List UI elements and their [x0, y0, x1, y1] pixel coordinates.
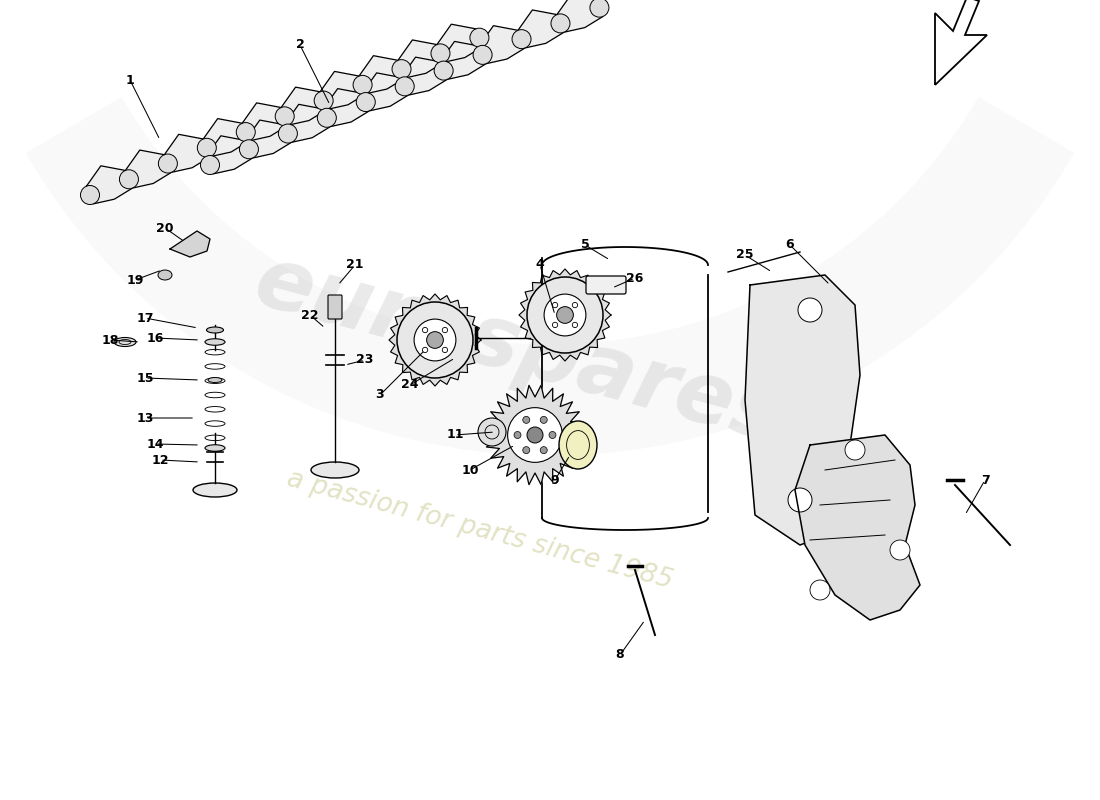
- Text: 3: 3: [376, 389, 384, 402]
- Text: 23: 23: [356, 354, 374, 366]
- Text: 15: 15: [136, 371, 154, 385]
- Circle shape: [552, 302, 558, 308]
- Circle shape: [845, 440, 865, 460]
- Ellipse shape: [559, 421, 597, 469]
- Polygon shape: [170, 231, 210, 257]
- Text: 6: 6: [785, 238, 794, 251]
- Ellipse shape: [205, 445, 225, 451]
- Text: 11: 11: [447, 429, 464, 442]
- Circle shape: [434, 61, 453, 80]
- Text: 17: 17: [136, 311, 154, 325]
- Circle shape: [397, 302, 473, 378]
- Text: 14: 14: [146, 438, 164, 450]
- Text: 22: 22: [301, 309, 319, 322]
- Circle shape: [197, 138, 217, 158]
- Circle shape: [540, 416, 547, 423]
- Circle shape: [200, 155, 220, 174]
- Circle shape: [544, 294, 586, 336]
- Circle shape: [514, 431, 521, 438]
- Text: 19: 19: [126, 274, 144, 286]
- Circle shape: [392, 60, 411, 78]
- Circle shape: [395, 77, 415, 96]
- FancyBboxPatch shape: [328, 295, 342, 319]
- Circle shape: [422, 327, 428, 333]
- Text: eurospares: eurospares: [246, 239, 794, 461]
- Circle shape: [522, 416, 530, 423]
- Text: 9: 9: [551, 474, 559, 486]
- Circle shape: [552, 322, 558, 328]
- Text: 2: 2: [296, 38, 305, 51]
- Ellipse shape: [158, 270, 172, 280]
- Text: 4: 4: [536, 258, 544, 271]
- Circle shape: [236, 122, 255, 142]
- Circle shape: [527, 427, 543, 443]
- Circle shape: [422, 347, 428, 353]
- FancyBboxPatch shape: [586, 276, 626, 294]
- Text: 12: 12: [152, 454, 168, 466]
- Polygon shape: [87, 24, 483, 204]
- Text: 8: 8: [616, 649, 625, 662]
- Circle shape: [315, 91, 333, 110]
- Ellipse shape: [114, 338, 136, 346]
- Ellipse shape: [207, 327, 223, 333]
- Circle shape: [278, 124, 297, 143]
- Circle shape: [527, 277, 603, 353]
- Circle shape: [557, 306, 573, 323]
- Circle shape: [551, 14, 570, 33]
- Polygon shape: [519, 269, 610, 361]
- Circle shape: [549, 431, 556, 438]
- Circle shape: [353, 75, 372, 94]
- Text: 25: 25: [736, 249, 754, 262]
- Circle shape: [442, 327, 448, 333]
- Ellipse shape: [192, 483, 236, 497]
- Polygon shape: [207, 0, 603, 174]
- Circle shape: [470, 28, 488, 47]
- Text: 26: 26: [626, 271, 644, 285]
- Circle shape: [158, 154, 177, 173]
- Circle shape: [890, 540, 910, 560]
- Circle shape: [572, 302, 578, 308]
- Circle shape: [473, 46, 492, 64]
- Circle shape: [120, 170, 139, 189]
- Text: 1: 1: [125, 74, 134, 86]
- Text: 5: 5: [581, 238, 590, 251]
- Ellipse shape: [311, 462, 359, 478]
- Circle shape: [356, 93, 375, 111]
- Text: 10: 10: [461, 463, 478, 477]
- Circle shape: [798, 298, 822, 322]
- Circle shape: [478, 418, 506, 446]
- Text: 7: 7: [980, 474, 989, 486]
- Ellipse shape: [208, 378, 222, 382]
- Text: 18: 18: [101, 334, 119, 346]
- Circle shape: [810, 580, 830, 600]
- Circle shape: [590, 0, 609, 17]
- Circle shape: [540, 446, 547, 454]
- Circle shape: [522, 446, 530, 454]
- Polygon shape: [745, 275, 860, 545]
- Circle shape: [788, 488, 812, 512]
- Circle shape: [512, 30, 531, 49]
- Text: 13: 13: [136, 411, 154, 425]
- Circle shape: [240, 140, 258, 158]
- Text: 20: 20: [156, 222, 174, 234]
- Text: 24: 24: [402, 378, 419, 391]
- Text: 21: 21: [346, 258, 364, 271]
- Circle shape: [431, 44, 450, 63]
- Circle shape: [275, 107, 294, 126]
- Text: a passion for parts since 1985: a passion for parts since 1985: [284, 466, 675, 594]
- Circle shape: [427, 332, 443, 348]
- Polygon shape: [485, 386, 585, 485]
- Ellipse shape: [205, 338, 225, 346]
- Circle shape: [442, 347, 448, 353]
- Circle shape: [317, 108, 337, 127]
- Text: 16: 16: [146, 331, 164, 345]
- Circle shape: [572, 322, 578, 328]
- Circle shape: [507, 408, 562, 462]
- Circle shape: [80, 186, 99, 205]
- Circle shape: [414, 319, 455, 361]
- Polygon shape: [389, 294, 481, 386]
- Polygon shape: [795, 435, 920, 620]
